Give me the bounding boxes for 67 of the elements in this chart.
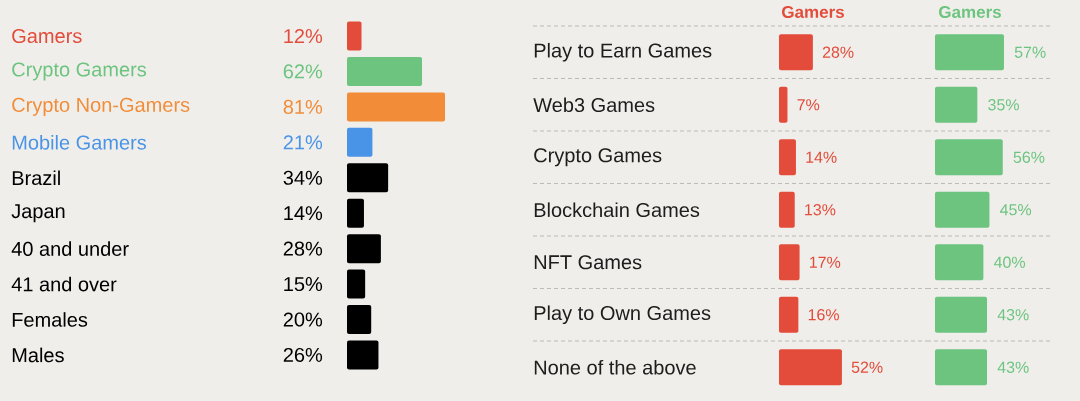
bar [934,34,1004,71]
data-label: 17% [809,256,841,268]
bar [347,21,362,51]
data-label: 20% [283,312,323,327]
bar [347,56,423,86]
y-tick-label: Crypto Non-Gamers [12,97,190,116]
bar [347,305,372,335]
bar [779,34,813,71]
y-tick-label: Mobile Gamers [12,134,147,150]
data-label: 57% [1014,46,1046,58]
bar [347,234,381,264]
bar [347,340,379,370]
bar [347,92,446,122]
data-label: 16% [808,309,840,321]
y-tick-label: Web3 Games [533,97,655,113]
bar [934,139,1003,176]
data-label: 43% [997,361,1029,373]
data-label: 13% [805,204,836,216]
data-label: 28% [822,46,854,58]
data-label: 56% [1013,151,1045,163]
series-label: Gamers [939,5,1001,19]
y-tick-label: Brazil [12,170,60,186]
bar [934,349,988,386]
data-label: 14% [806,151,837,163]
y-tick-label: Crypto Games [534,148,662,167]
bar [779,86,788,123]
data-label: 40% [993,256,1026,268]
bar [934,244,984,281]
y-tick-label: Males [12,347,64,363]
y-tick-label: Crypto Gamers [12,62,147,81]
bar [779,349,842,386]
bar [347,269,366,299]
data-label: 26% [283,347,323,363]
bar [779,191,795,228]
y-tick-label: Play to Own Games [534,305,711,325]
data-label: 43% [997,309,1029,321]
data-label: 34% [283,170,323,185]
y-tick-label: 40 and under [11,241,129,256]
y-tick-label: NFT Games [534,255,642,270]
data-label: 28% [283,241,323,256]
bar [779,244,800,281]
bar [347,127,373,157]
data-label: 15% [284,277,323,292]
bar [347,163,389,193]
data-label: 7% [797,99,820,111]
bar [779,139,796,176]
data-label: 81% [283,99,323,114]
bar [934,296,988,333]
bar [347,198,364,228]
bar [779,296,799,333]
series-label: Gamers [782,5,844,19]
y-tick-label: Females [12,312,88,327]
y-tick-label: None of the above [534,359,696,375]
y-tick-label: Gamers [12,28,82,44]
y-tick-label: Japan [11,204,65,223]
data-label: 14% [284,206,323,221]
data-label: 62% [283,64,323,79]
data-label: 35% [988,99,1019,111]
data-label: 12% [284,28,323,44]
data-label: 45% [1000,204,1032,216]
y-tick-label: Play to Earn Games [534,42,712,62]
y-tick-label: Blockchain Games [534,202,700,218]
bar [934,86,978,123]
y-tick-label: 41 and over [11,276,117,292]
data-label: 21% [283,135,323,150]
bar [934,191,990,228]
data-label: 52% [851,361,883,373]
